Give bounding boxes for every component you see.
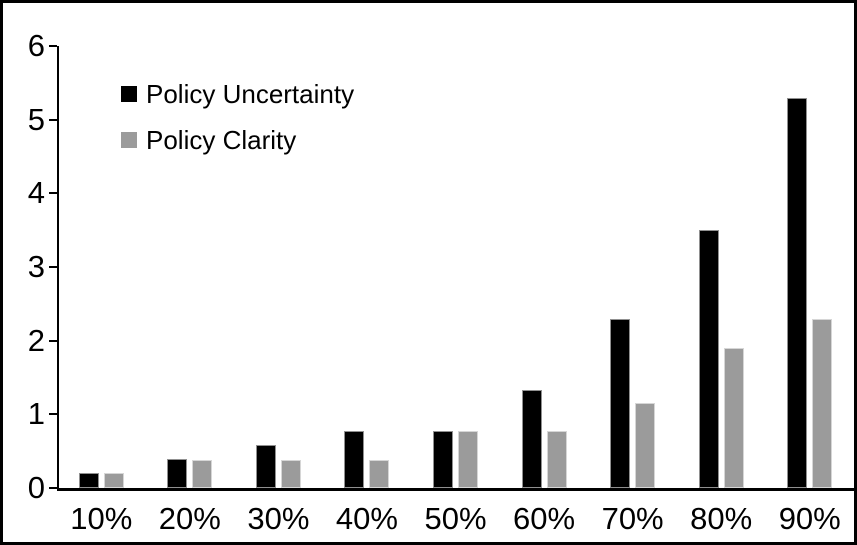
y-axis-label-5: 5 [27, 101, 45, 137]
bar-policy-clarity-50% [458, 431, 478, 488]
bar-policy-uncertainty-10% [78, 473, 99, 488]
bar-policy-clarity-90% [812, 318, 833, 488]
x-axis-label-20%: 20% [158, 501, 221, 536]
x-axis-label-40%: 40% [335, 501, 398, 536]
y-axis-label-4: 4 [27, 175, 45, 211]
bar-policy-clarity-70% [635, 403, 656, 488]
x-axis-label-70%: 70% [601, 501, 664, 536]
bar-policy-clarity-10% [103, 473, 124, 488]
y-axis-label-3: 3 [27, 248, 45, 284]
bar-policy-uncertainty-20% [167, 458, 188, 488]
legend-swatch-policy-clarity [121, 132, 137, 148]
y-axis-line [57, 46, 59, 491]
bar-policy-clarity-60% [546, 431, 567, 488]
y-axis-tick-5 [49, 118, 57, 121]
legend-swatch-policy-uncertainty [121, 86, 137, 102]
bar-policy-clarity-40% [369, 460, 390, 488]
bar-policy-uncertainty-70% [610, 318, 631, 488]
bar-policy-clarity-30% [280, 460, 301, 488]
bar-policy-uncertainty-60% [521, 390, 542, 488]
bar-policy-uncertainty-30% [255, 445, 276, 488]
y-axis-label-0: 0 [27, 470, 45, 505]
legend-item-policy-clarity: Policy Clarity [121, 125, 354, 155]
y-axis-label-6: 6 [27, 27, 45, 63]
legend-label-policy-clarity: Policy Clarity [146, 125, 297, 155]
y-axis-tick-4 [49, 192, 57, 195]
y-axis-tick-1 [49, 413, 57, 416]
bar-policy-uncertainty-80% [698, 230, 719, 488]
legend-item-policy-uncertainty: Policy Uncertainty [121, 79, 354, 109]
x-axis-label-80%: 80% [690, 501, 753, 536]
y-axis-tick-2 [49, 339, 57, 342]
bar-policy-uncertainty-40% [344, 431, 365, 488]
x-axis-label-60%: 60% [513, 501, 576, 536]
bar-policy-uncertainty-50% [433, 431, 453, 488]
bar-policy-clarity-20% [192, 460, 213, 488]
bar-policy-clarity-80% [723, 348, 744, 488]
legend-label-policy-uncertainty: Policy Uncertainty [146, 79, 355, 109]
chart-legend: Policy Uncertainty Policy Clarity [121, 79, 354, 155]
x-axis-label-50%: 50% [424, 501, 487, 536]
y-axis-tick-0 [49, 487, 57, 489]
y-axis-label-2: 2 [27, 322, 45, 358]
x-axis-label-10%: 10% [70, 501, 133, 536]
y-axis-tick-3 [49, 265, 57, 268]
y-axis-label-1: 1 [27, 396, 45, 432]
bar-policy-uncertainty-90% [787, 97, 808, 488]
x-axis-line [57, 488, 854, 491]
x-axis-label-30%: 30% [247, 501, 310, 536]
x-axis-label-90%: 90% [778, 501, 841, 536]
y-axis-tick-6 [49, 44, 57, 47]
